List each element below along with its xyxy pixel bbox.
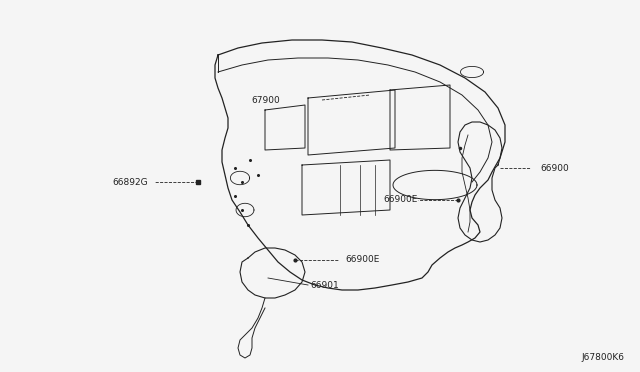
Text: J67800K6: J67800K6 bbox=[581, 353, 624, 362]
Text: 66901: 66901 bbox=[310, 280, 339, 289]
Text: 66900E: 66900E bbox=[345, 256, 380, 264]
Text: 66900: 66900 bbox=[540, 164, 569, 173]
Text: 66892G: 66892G bbox=[113, 177, 148, 186]
Text: 66900E: 66900E bbox=[383, 196, 418, 205]
Text: 67900: 67900 bbox=[252, 96, 280, 105]
